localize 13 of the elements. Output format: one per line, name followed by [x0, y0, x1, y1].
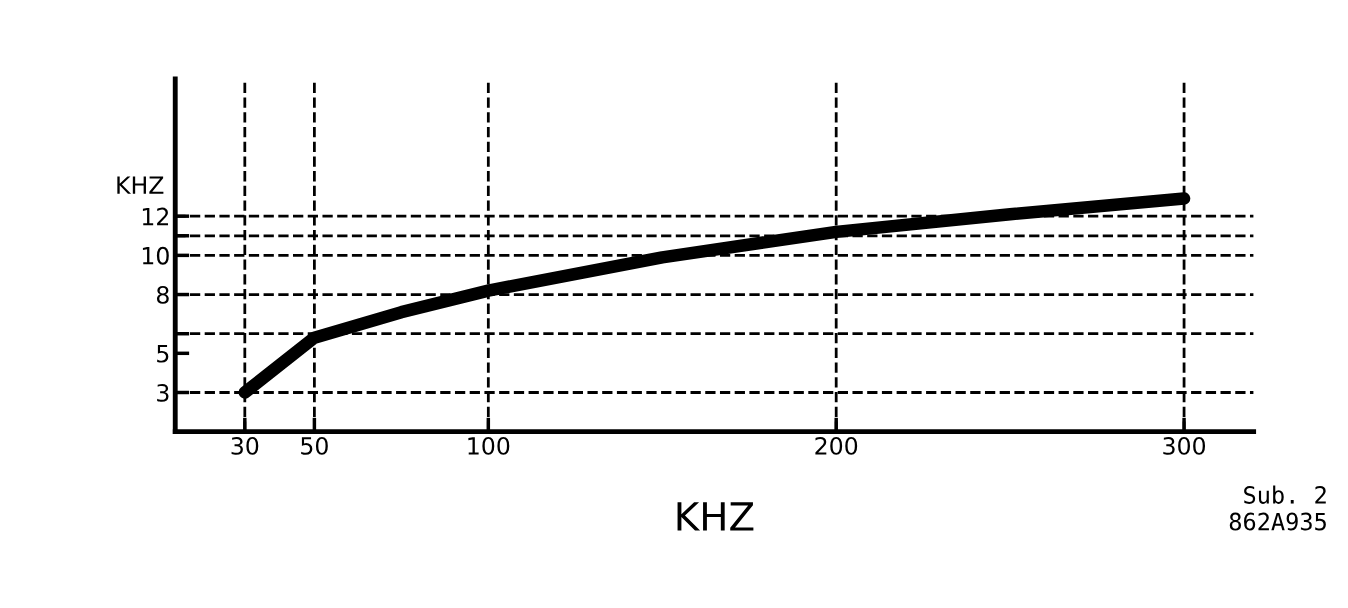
y-tick-label: 8	[156, 285, 169, 304]
x-axis-title: KHZ	[677, 502, 754, 531]
y-tick-label: 12	[142, 207, 169, 226]
text: Sub. 2 862A935	[1229, 485, 1326, 531]
y-tick-label: 10	[142, 246, 169, 265]
x-tick-label: 30	[231, 436, 259, 455]
y-tick-label: 3	[157, 383, 169, 402]
y-axis-title: KHZ	[117, 176, 164, 194]
x-tick-label: 50	[301, 436, 328, 455]
y-tick-label: 5	[157, 345, 169, 363]
x-tick-label: 100	[468, 436, 510, 455]
x-tick-label: 300	[1163, 436, 1206, 455]
x-tick-label: 200	[815, 436, 858, 455]
